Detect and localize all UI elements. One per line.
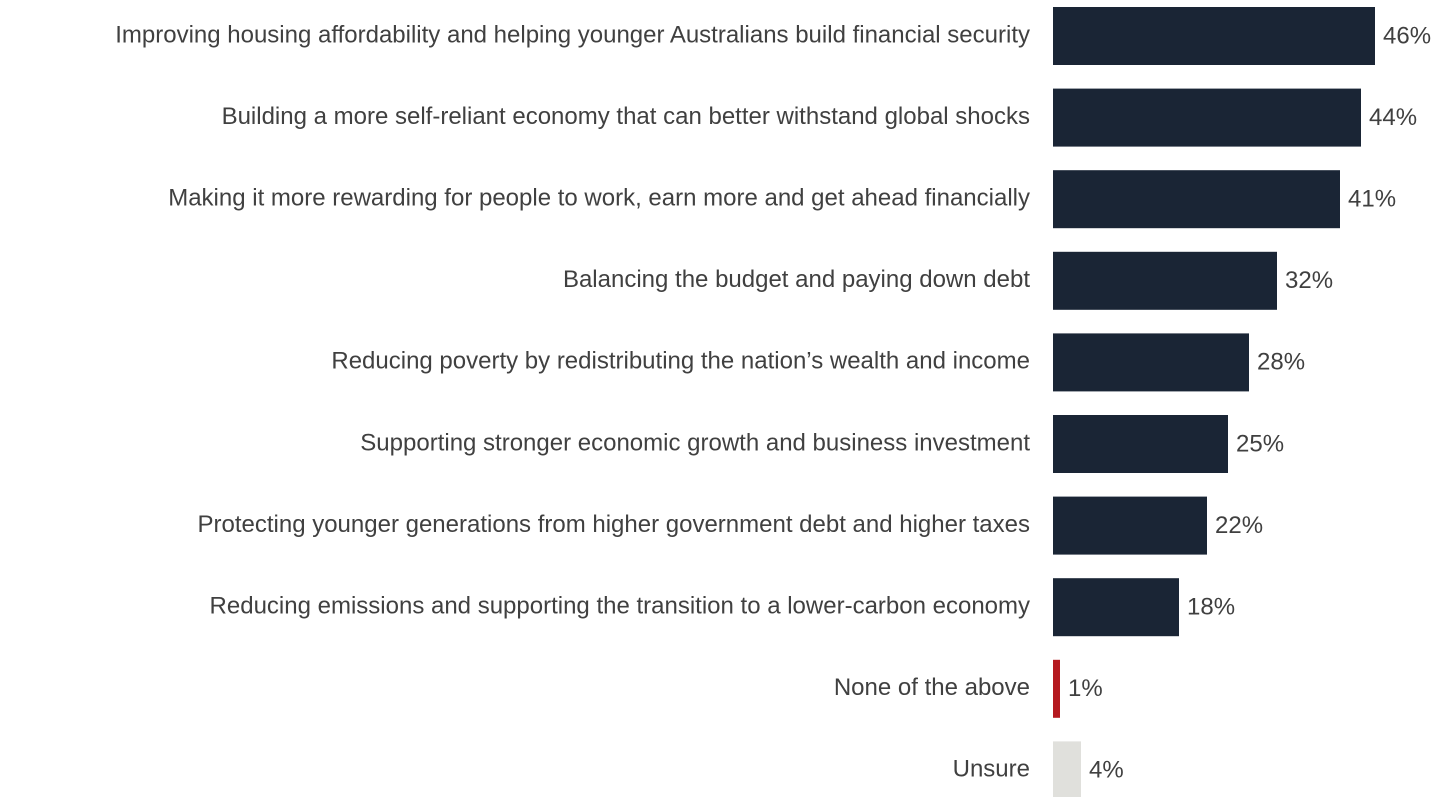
bar xyxy=(1053,659,1060,718)
value-label: 1% xyxy=(1068,675,1103,702)
category-label: Protecting younger generations from high… xyxy=(197,511,1030,538)
value-label: 46% xyxy=(1383,22,1431,49)
value-label: 18% xyxy=(1187,594,1235,621)
value-label: 4% xyxy=(1089,757,1124,784)
category-label: Supporting stronger economic growth and … xyxy=(360,429,1030,456)
category-label: Improving housing affordability and help… xyxy=(115,21,1030,48)
category-label: Making it more rewarding for people to w… xyxy=(168,185,1030,212)
category-label: None of the above xyxy=(834,674,1030,701)
value-label: 32% xyxy=(1285,267,1333,294)
bar xyxy=(1053,333,1249,392)
bar xyxy=(1053,7,1375,65)
bar xyxy=(1053,170,1340,229)
bar xyxy=(1053,251,1277,310)
category-label: Unsure xyxy=(953,756,1030,783)
bar xyxy=(1053,88,1361,147)
value-label: 25% xyxy=(1236,430,1284,457)
category-label: Reducing emissions and supporting the tr… xyxy=(210,593,1030,620)
value-label: 28% xyxy=(1257,349,1305,376)
value-label: 22% xyxy=(1215,512,1263,539)
value-label: 44% xyxy=(1369,104,1417,131)
bar xyxy=(1053,741,1081,797)
category-label: Reducing poverty by redistributing the n… xyxy=(331,348,1030,375)
category-label: Balancing the budget and paying down deb… xyxy=(563,266,1030,293)
category-label: Building a more self-reliant economy tha… xyxy=(222,103,1030,130)
bar xyxy=(1053,578,1179,637)
value-label: 41% xyxy=(1348,186,1396,213)
bar xyxy=(1053,415,1228,473)
bar xyxy=(1053,496,1207,555)
